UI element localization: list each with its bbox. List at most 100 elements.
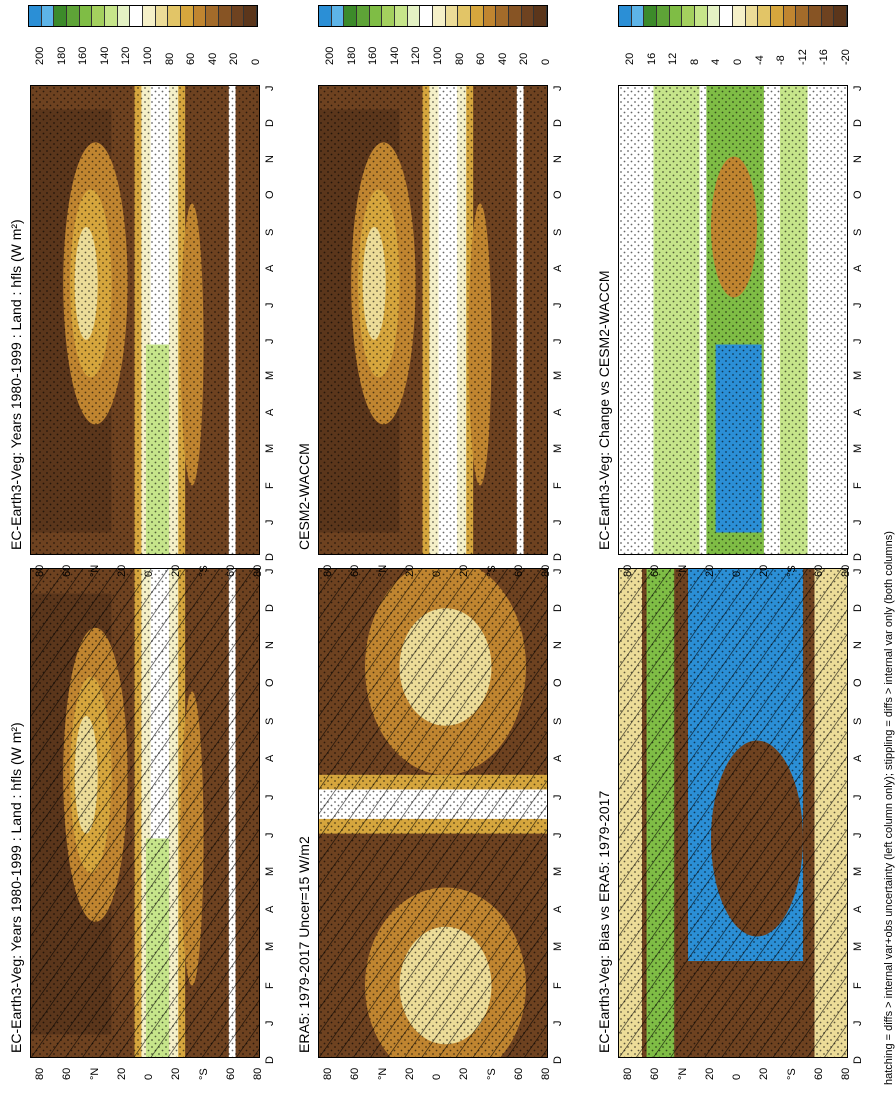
month-tick: J bbox=[852, 794, 864, 801]
lat-tick: 20 bbox=[115, 1067, 128, 1080]
colorbar-label: 12 bbox=[667, 52, 680, 65]
colorbar-swatch bbox=[521, 6, 535, 26]
colorbar-swatch bbox=[534, 6, 548, 26]
month-tick: N bbox=[264, 641, 276, 650]
colorbar-abs bbox=[28, 5, 258, 27]
heatmap-panel-2 bbox=[30, 85, 260, 555]
month-tick: J bbox=[552, 85, 564, 92]
panel-title-5: EC-Earth3-Veg: Bias vs ERA5: 1979-2017 bbox=[596, 790, 612, 1053]
month-tick: N bbox=[852, 641, 864, 650]
stippling-overlay bbox=[319, 569, 547, 1057]
colorbar-swatch bbox=[834, 6, 848, 26]
month-tick: J bbox=[552, 568, 564, 575]
month-tick: A bbox=[264, 905, 276, 914]
stippling-overlay bbox=[619, 86, 847, 554]
lat-tick: 60 bbox=[61, 564, 74, 577]
colorbar-swatch bbox=[657, 6, 670, 26]
colorbar-swatch bbox=[669, 6, 683, 26]
month-tick: J bbox=[852, 338, 864, 345]
colorbar-swatch bbox=[445, 6, 459, 26]
colorbar-swatch bbox=[619, 6, 632, 26]
month-tick: S bbox=[264, 228, 276, 236]
colorbar-swatch bbox=[219, 6, 232, 26]
lat-tick: 20 bbox=[758, 564, 771, 577]
month-tick: D bbox=[264, 119, 276, 128]
colorbar-swatch bbox=[357, 6, 370, 26]
month-tick: A bbox=[264, 264, 276, 272]
colorbar-label: 40 bbox=[206, 52, 219, 65]
lat-tick: 60 bbox=[224, 1067, 237, 1080]
month-tick: J bbox=[552, 302, 564, 308]
month-tick: J bbox=[264, 302, 276, 308]
month-tick: D bbox=[264, 553, 276, 561]
colorbar-label: 140 bbox=[388, 46, 401, 65]
lat-tick: 20 bbox=[170, 1067, 183, 1080]
month-tick: A bbox=[552, 409, 564, 417]
lat-tick: 20 bbox=[170, 564, 183, 577]
panel-title-4: CESM2-WACCM bbox=[296, 443, 312, 550]
colorbar-label: -16 bbox=[818, 49, 831, 65]
colorbar-label: 200 bbox=[34, 46, 46, 65]
lat-tick: 80 bbox=[622, 564, 634, 577]
month-tick: M bbox=[552, 941, 564, 951]
colorbar-label: 16 bbox=[645, 52, 658, 65]
panel-title-2: EC-Earth3-Veg: Years 1980-1999 : Land : … bbox=[8, 219, 24, 550]
month-tick: A bbox=[852, 905, 864, 914]
panel-title-6: EC-Earth3-Veg: Change vs CESM2-WACCM bbox=[596, 270, 612, 550]
month-tick: D bbox=[264, 603, 276, 612]
month-tick: O bbox=[852, 678, 864, 688]
colorbar-swatch bbox=[796, 6, 810, 26]
lat-tick: °N bbox=[376, 1067, 389, 1080]
colorbar-swatch bbox=[395, 6, 408, 26]
month-tick: M bbox=[852, 866, 864, 876]
lat-tick: 20 bbox=[703, 1067, 716, 1080]
colorbar-swatch bbox=[105, 6, 118, 26]
month-tick: J bbox=[852, 519, 864, 525]
colorbar-swatch bbox=[181, 6, 194, 26]
lat-tick: 60 bbox=[224, 564, 237, 577]
lat-tick: °N bbox=[88, 564, 101, 577]
heatmap-panel-4 bbox=[318, 85, 548, 555]
colorbar-swatch bbox=[130, 6, 144, 26]
lat-tick: °N bbox=[376, 564, 389, 577]
month-tick: S bbox=[852, 228, 864, 236]
stippling-overlay bbox=[619, 569, 847, 1057]
lat-tick: °N bbox=[676, 1067, 689, 1080]
lat-tick: °S bbox=[197, 1068, 210, 1080]
colorbar-swatch bbox=[79, 6, 93, 26]
colorbar-label: 100 bbox=[142, 46, 154, 65]
colorbar-label: -8 bbox=[775, 55, 788, 65]
month-tick: M bbox=[852, 443, 864, 453]
lat-tick: 0 bbox=[143, 570, 155, 577]
month-tick: D bbox=[852, 119, 864, 128]
stippling-overlay bbox=[319, 86, 547, 554]
month-tick: J bbox=[264, 794, 276, 801]
month-tick: F bbox=[852, 481, 864, 489]
lat-tick: 80 bbox=[622, 1067, 634, 1080]
heatmap-field bbox=[31, 86, 259, 554]
month-tick: D bbox=[552, 119, 564, 128]
month-tick: M bbox=[264, 941, 276, 951]
month-tick: J bbox=[852, 302, 864, 308]
month-tick: O bbox=[264, 678, 276, 688]
month-tick: M bbox=[264, 866, 276, 876]
month-tick: M bbox=[552, 443, 564, 453]
month-tick: M bbox=[552, 371, 564, 381]
month-tick: D bbox=[852, 603, 864, 612]
colorbar-swatch bbox=[433, 6, 446, 26]
lat-tick: 60 bbox=[61, 1067, 74, 1080]
month-tick: O bbox=[852, 190, 864, 200]
heatmap-panel-6 bbox=[618, 85, 848, 555]
month-tick: N bbox=[552, 641, 564, 650]
lat-tick: °S bbox=[785, 565, 798, 577]
lat-tick: 20 bbox=[703, 564, 716, 577]
lat-tick: 20 bbox=[458, 564, 471, 577]
colorbar-swatch bbox=[193, 6, 207, 26]
month-tick: F bbox=[852, 981, 864, 989]
colorbar-label: 0 bbox=[732, 58, 744, 65]
lat-tick: 0 bbox=[731, 1073, 743, 1080]
colorbar-label: 200 bbox=[324, 46, 336, 65]
colorbar-label: 60 bbox=[185, 52, 198, 65]
heatmap-field bbox=[619, 86, 847, 554]
month-tick: J bbox=[264, 338, 276, 345]
